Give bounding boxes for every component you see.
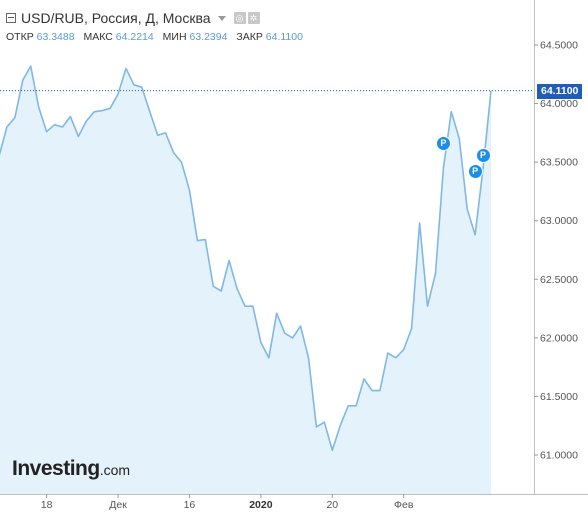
y-tick-label: 61.0000 [540, 450, 578, 462]
y-tick-label: 61.5000 [540, 391, 578, 403]
low-value: 63.2394 [189, 31, 228, 43]
y-tick-label: 64.5000 [540, 40, 578, 52]
x-tick-label: Фев [394, 499, 414, 511]
ohlc-stats: ОТКР 63.3488 МАКС 64.2214 МИН 63.2394 ЗА… [6, 31, 309, 43]
y-tick-label: 63.5000 [540, 157, 578, 169]
chevron-down-icon[interactable] [217, 15, 226, 21]
event-marker-icon[interactable]: P [467, 164, 483, 179]
close-value: 64.1100 [265, 31, 303, 43]
open-value: 63.3488 [36, 31, 75, 43]
price-area [0, 66, 491, 494]
investing-logo[interactable]: Investing.com [12, 457, 130, 481]
high-label: МАКС [83, 31, 113, 43]
y-tick-label: 62.5000 [540, 274, 578, 286]
logo-suffix: .com [99, 462, 131, 478]
chart-header: USD/RUB, Россия, Д, Москва ◎ ✲ [6, 9, 262, 27]
price-line-layer [0, 65, 492, 452]
x-tick-label: 18 [41, 499, 53, 511]
event-marker-icon[interactable]: P [475, 147, 491, 163]
y-tick-label: 64.0000 [540, 98, 578, 110]
x-tick-label: 20 [326, 499, 338, 511]
x-tick-label: 2020 [249, 499, 273, 511]
axes [0, 0, 588, 495]
y-axis-ticks: 64.5000 64.0000 63.5000 63.0000 62.5000 62.00… [534, 40, 578, 462]
x-tick-label: Дек [109, 499, 127, 511]
last-price-tag: 64.1100 [537, 84, 583, 99]
event-marker-icon[interactable]: P [435, 135, 451, 151]
gear-icon[interactable]: ✲ [247, 12, 260, 24]
y-tick-label: 62.0000 [540, 332, 578, 344]
high-value: 64.2214 [115, 31, 154, 43]
open-label: ОТКР [6, 31, 34, 43]
close-label: ЗАКР [236, 31, 263, 43]
x-tick-label: 16 [184, 499, 196, 511]
price-line [0, 65, 492, 452]
logo-main: Investing [12, 457, 100, 480]
settings-icon[interactable]: ◎ [233, 12, 246, 24]
collapse-icon[interactable] [6, 13, 16, 23]
x-axis-ticks: 18 Дек 16 2020 20 Фев [41, 494, 414, 511]
price-area-fill [0, 66, 491, 494]
y-tick-label: 63.0000 [540, 215, 578, 227]
instrument-title[interactable]: USD/RUB, Россия, Д, Москва [21, 10, 211, 26]
low-label: МИН [162, 31, 187, 43]
